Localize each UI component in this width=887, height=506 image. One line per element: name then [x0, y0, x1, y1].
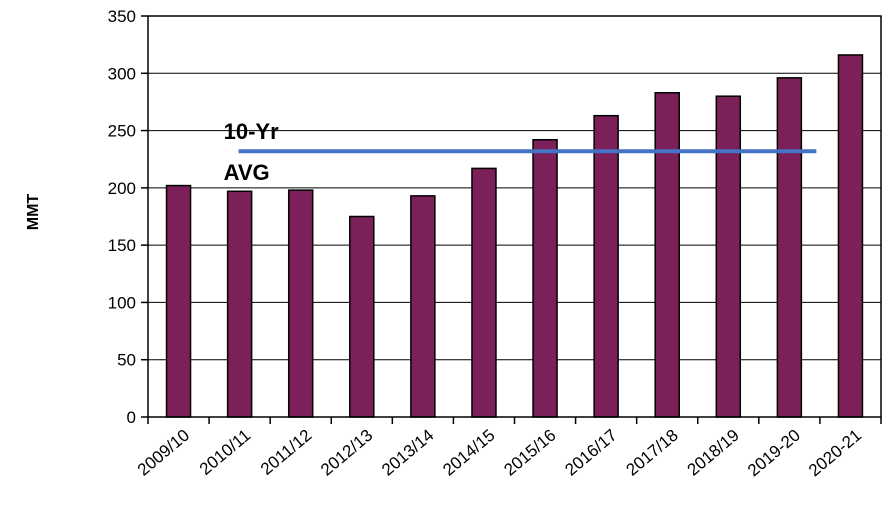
y-tick-label: 0	[127, 408, 136, 427]
bar	[226, 190, 253, 418]
bar	[532, 138, 558, 418]
bar	[654, 92, 680, 418]
average-label-line-1: 10-Yr	[224, 119, 279, 144]
bar	[287, 189, 314, 418]
bar	[349, 215, 375, 418]
x-category-label: 2009/10	[134, 426, 193, 480]
y-tick-label: 50	[117, 351, 136, 370]
x-category-label: 2018/19	[684, 426, 743, 480]
plot-frame	[147, 15, 882, 418]
bar	[410, 195, 436, 418]
y-tick-label: 250	[108, 122, 136, 141]
bar	[715, 95, 742, 418]
x-category-label: 2015/16	[500, 426, 559, 480]
y-tick-label: 150	[108, 236, 136, 255]
average-label-line-2: AVG	[224, 160, 270, 185]
x-category-label: 2014/15	[439, 426, 498, 480]
x-category-label: 2017/18	[622, 426, 681, 480]
bar	[593, 114, 619, 418]
y-axis-ticks: 0 50 100 150 200 250 300 350	[108, 7, 148, 427]
x-category-label: 2012/13	[317, 426, 376, 480]
bar	[165, 184, 192, 418]
bar	[837, 54, 864, 418]
x-category-label: 2020-21	[805, 426, 865, 481]
x-axis-ticks: 2009/10 2010/11 2011/12 2012/13 2013/14 2014/…	[134, 417, 882, 481]
bar	[776, 77, 803, 418]
x-category-label: 2013/14	[378, 426, 437, 480]
y-tick-label: 100	[108, 293, 136, 312]
bar	[471, 167, 497, 418]
gridlines	[148, 15, 881, 361]
y-tick-label: 300	[108, 64, 136, 83]
x-category-label: 2016/17	[561, 426, 620, 480]
x-category-label: 2011/12	[257, 426, 315, 479]
x-category-label: 2010/11	[196, 426, 254, 479]
y-tick-label: 350	[108, 7, 136, 26]
axes	[147, 15, 882, 418]
x-category-label: 2019-20	[744, 426, 804, 481]
y-tick-label: 200	[108, 179, 136, 198]
y-axis-label: MMT	[25, 194, 42, 231]
bar-series	[165, 54, 864, 418]
